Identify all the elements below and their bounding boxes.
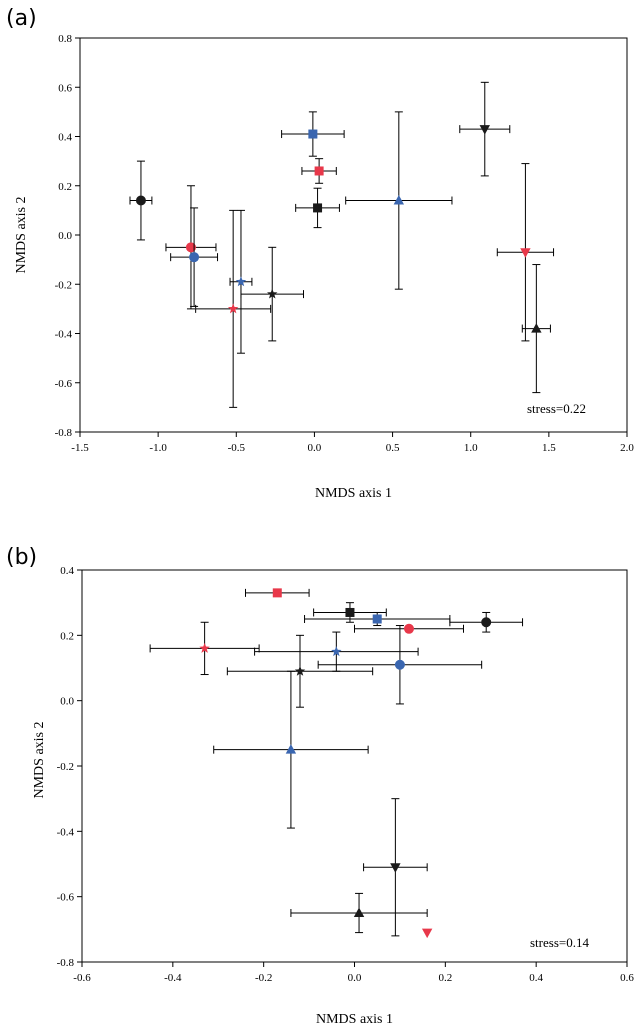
panel-b-x-tick-label: 0.2 [438, 972, 452, 984]
panel-a-point-red-triangle-down [496, 163, 555, 342]
square-marker [345, 607, 355, 617]
star-marker [227, 303, 239, 314]
panel-b-y-tick-label: -0.6 [57, 892, 75, 904]
triangle-down-marker [421, 928, 433, 939]
triangle-up-marker [353, 907, 365, 917]
panel-a-y-tick-label: 0.0 [58, 230, 72, 242]
panel-b-point-black-circle [449, 611, 524, 633]
panel-b-y-tick-label: -0.4 [57, 826, 75, 838]
panel-b-y-axis-title: NMDS axis 2 [32, 721, 47, 798]
panel-b-y-tick-label: 0.2 [60, 630, 74, 642]
panel-a-y-tick-label: -0.8 [55, 427, 73, 439]
panel-a-x-tick-label: 0.5 [386, 442, 400, 454]
panel-b-x-tick-label: 0.0 [348, 972, 362, 984]
star-marker [267, 288, 278, 299]
panel-a-point-blue-triangle-up [345, 111, 453, 290]
circle-marker [189, 252, 200, 263]
panel-a-point-black-square [295, 187, 340, 229]
panel-b-y-tick-label: 0.4 [60, 565, 74, 577]
panel-b-x-tick-label: 0.6 [620, 972, 634, 984]
triangle-down-marker [520, 248, 531, 258]
panel-b-point-blue-star [254, 631, 419, 672]
panel-a-point-blue-circle [170, 207, 219, 307]
star-marker [235, 276, 247, 287]
circle-marker [404, 623, 414, 634]
panel-a-x-tick-label: 2.0 [620, 442, 634, 454]
panel-a-stress-annotation: stress=0.22 [527, 401, 586, 416]
panel-a-point-black-triangle-down [459, 81, 511, 177]
square-marker [372, 614, 382, 624]
panel-b-point-red-square [245, 588, 310, 598]
triangle-up-marker [393, 195, 405, 205]
panel-b-y-tick-label: -0.2 [57, 761, 74, 773]
panel-a-label: (a) [6, 6, 37, 31]
star-marker [199, 642, 210, 653]
panel-a-y-tick-label: 0.2 [58, 181, 72, 193]
panel-a-y-tick-label: 0.6 [58, 82, 72, 94]
panel-b-stress-annotation: stress=0.14 [530, 935, 589, 950]
panel-b-point-blue-square [304, 611, 451, 627]
circle-marker [394, 659, 405, 670]
panel-a-point-black-star [240, 246, 304, 342]
panel-a-x-tick-label: -1.5 [71, 442, 89, 454]
panel-a-x-tick-label: 1.0 [464, 442, 478, 454]
panel-b-label: (b) [6, 545, 37, 570]
panel-b-x-tick-label: -0.2 [255, 972, 272, 984]
panel-b-point-red-star [149, 621, 260, 676]
panel-b-point-blue-circle [317, 625, 483, 705]
panel-a-y-axis-title: NMDS axis 2 [14, 196, 29, 273]
panel-a-y-tick-label: 0.8 [58, 33, 72, 45]
panel-a-point-blue-star [229, 209, 253, 354]
panel-b-point-black-star [226, 634, 374, 708]
panel-a-y-tick-label: -0.2 [55, 279, 72, 291]
panel-a-point-red-circle [165, 185, 217, 310]
panel-b-point-black-triangle-down [363, 798, 428, 937]
triangle-up-marker [531, 323, 542, 333]
square-marker [272, 588, 282, 598]
panel-b-y-tick-label: -0.8 [57, 957, 75, 969]
panel-a-x-tick-label: -0.5 [228, 442, 246, 454]
panel-b-point-blue-triangle-up [213, 670, 369, 829]
square-marker [313, 203, 323, 213]
circle-marker [135, 195, 146, 206]
panel-b-x-axis-title: NMDS axis 1 [316, 1012, 393, 1027]
square-marker [308, 129, 318, 139]
panel-a-point-red-star [195, 209, 272, 408]
panel-b-y-tick-label: 0.0 [60, 696, 74, 708]
panel-a-point-black-triangle-up [521, 264, 551, 394]
panel-a-x-tick-label: 1.5 [542, 442, 556, 454]
triangle-down-marker [390, 863, 401, 873]
panel-a-x-tick-label: -1.0 [149, 442, 167, 454]
star-marker [331, 646, 342, 657]
panel-a-point-red-square [301, 158, 337, 184]
panel-a-y-tick-label: -0.4 [55, 329, 73, 341]
panel-a-x-axis-title: NMDS axis 1 [315, 486, 392, 501]
triangle-down-marker [479, 125, 490, 135]
panel-a-x-tick-label: 0.0 [308, 442, 322, 454]
circle-marker [185, 242, 196, 253]
panel-b-point-black-triangle-up [290, 892, 428, 934]
panel-b-x-tick-label: -0.4 [164, 972, 182, 984]
panel-a-point-blue-square [281, 111, 345, 157]
panel-a-point-black-circle [129, 160, 153, 241]
panel-a-y-tick-label: -0.6 [55, 378, 73, 390]
panel-b-point-red-triangle-down [421, 928, 433, 939]
panel-a-frame [79, 37, 628, 433]
panel-b-point-red-circle [354, 623, 464, 634]
triangle-up-marker [285, 744, 297, 754]
star-marker [294, 665, 306, 676]
panel-b-x-tick-label: -0.6 [73, 972, 91, 984]
panel-b-plot: -0.6 -0.4 -0.2 0.0 0.2 0.4 0.6 -0.8 -0.6 -0.4 -0.2… [32, 565, 634, 1027]
circle-marker [481, 617, 492, 628]
square-marker [314, 166, 324, 176]
panel-a-plot: -1.5 -1.0 -0.5 0.0 0.5 1.0 1.5 2.0 -0.8 -0.6 -0.4 -… [14, 33, 634, 501]
panel-a-y-tick-label: 0.4 [58, 132, 72, 144]
panel-b-x-tick-label: 0.4 [529, 972, 543, 984]
